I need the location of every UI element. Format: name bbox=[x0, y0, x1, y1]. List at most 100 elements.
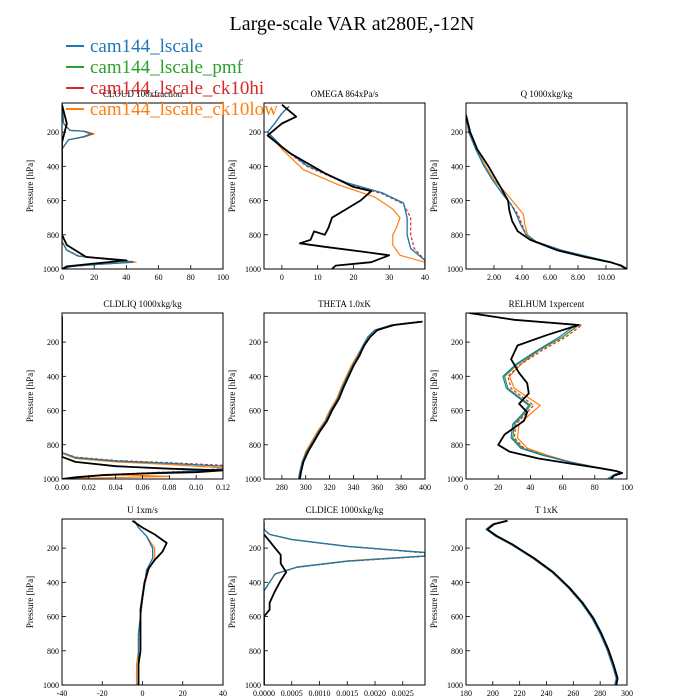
x-tick-label: 0.02 bbox=[82, 483, 96, 492]
panel-3: Q 1000xkg/kg Pressure [hPa] 200 400 600 800 10… bbox=[429, 89, 628, 282]
x-tick-label: 10 bbox=[314, 273, 322, 282]
series-line-cam144_lscale_ck10hi bbox=[264, 522, 425, 685]
x-tick-label: 0.06 bbox=[136, 483, 150, 492]
panel-title: OMEGA 864xPa/s bbox=[311, 89, 379, 99]
x-tick-label: -40 bbox=[57, 689, 68, 698]
x-tick-label: 0 bbox=[60, 273, 64, 282]
plot-frame bbox=[263, 518, 426, 686]
x-tick-label: 220 bbox=[514, 689, 526, 698]
y-tick-label: 600 bbox=[249, 613, 261, 622]
y-tick-label: 1000 bbox=[245, 475, 261, 484]
y-tick-label: 800 bbox=[47, 441, 59, 450]
x-tick-label: 80 bbox=[591, 483, 599, 492]
y-tick-label: 200 bbox=[249, 128, 261, 137]
legend-label: cam144_lscale_ck10low bbox=[90, 99, 278, 120]
x-tick-label: 40 bbox=[421, 273, 429, 282]
x-tick-label: 80 bbox=[187, 273, 195, 282]
y-tick-label: 200 bbox=[47, 338, 59, 347]
x-tick-label: 0.0005 bbox=[281, 689, 303, 698]
x-tick-label: 280 bbox=[594, 689, 606, 698]
series-line-black bbox=[298, 320, 423, 479]
series-line-cam144_lscale_ck10low bbox=[264, 522, 425, 685]
x-tick-label: 380 bbox=[395, 483, 407, 492]
y-tick-label: 800 bbox=[451, 441, 463, 450]
y-tick-label: 600 bbox=[249, 407, 261, 416]
plot-frame bbox=[465, 312, 628, 480]
y-axis-label: Pressure [hPa] bbox=[25, 370, 35, 422]
y-axis-label: Pressure [hPa] bbox=[25, 576, 35, 628]
series-line-cam144_lscale_pmf bbox=[62, 104, 134, 269]
legend-item-cam144_lscale_ck10hi: cam144_lscale_ck10hi bbox=[66, 78, 264, 99]
x-tick-label: 0 bbox=[141, 689, 145, 698]
legend-item-cam144_lscale_pmf: cam144_lscale_pmf bbox=[66, 57, 244, 78]
panel-title: U 1xm/s bbox=[127, 505, 158, 515]
y-axis-label: Pressure [hPa] bbox=[429, 576, 439, 628]
series-line-cam144_lscale bbox=[267, 105, 425, 269]
y-tick-label: 1000 bbox=[43, 475, 59, 484]
x-tick-label: 0.12 bbox=[216, 483, 230, 492]
x-tick-label: 0.0015 bbox=[336, 689, 358, 698]
x-tick-label: 280 bbox=[276, 483, 288, 492]
y-tick-label: 1000 bbox=[447, 475, 463, 484]
x-tick-label: 8.00 bbox=[571, 273, 585, 282]
y-tick-label: 800 bbox=[249, 231, 261, 240]
series-line-cam144_lscale bbox=[264, 522, 425, 685]
series-line-cam144_lscale_ck10hi bbox=[62, 316, 223, 479]
x-tick-label: 240 bbox=[541, 689, 553, 698]
panel-title: CLDLIQ 1000xkg/kg bbox=[103, 299, 182, 309]
legend: cam144_lscalecam144_lscale_pmfcam144_lsc… bbox=[66, 36, 278, 120]
x-tick-label: 60 bbox=[155, 273, 163, 282]
y-tick-label: 400 bbox=[47, 162, 59, 171]
legend-item-cam144_lscale: cam144_lscale bbox=[66, 36, 203, 57]
x-tick-label: 0.0025 bbox=[392, 689, 414, 698]
series-line-cam144_lscale_ck10hi bbox=[62, 104, 135, 269]
y-tick-label: 1000 bbox=[245, 265, 261, 274]
y-tick-label: 600 bbox=[451, 613, 463, 622]
plot-frame bbox=[465, 102, 628, 270]
x-tick-label: 260 bbox=[567, 689, 579, 698]
y-tick-label: 400 bbox=[47, 372, 59, 381]
y-tick-label: 400 bbox=[451, 162, 463, 171]
y-tick-label: 200 bbox=[249, 338, 261, 347]
series-line-black bbox=[469, 313, 624, 479]
x-tick-label: 0 bbox=[280, 273, 284, 282]
y-tick-label: 1000 bbox=[43, 265, 59, 274]
x-tick-label: 0.04 bbox=[109, 483, 123, 492]
panel-8: CLDICE 1000xkg/kg Pressure [hPa] 200 400 600… bbox=[227, 505, 426, 698]
x-tick-label: 2.00 bbox=[487, 273, 501, 282]
x-tick-label: 20 bbox=[349, 273, 357, 282]
x-tick-label: 20 bbox=[90, 273, 98, 282]
x-tick-label: 0.0010 bbox=[309, 689, 331, 698]
y-axis-label: Pressure [hPa] bbox=[25, 160, 35, 212]
x-tick-label: 20 bbox=[494, 483, 502, 492]
x-tick-label: 30 bbox=[385, 273, 393, 282]
y-tick-label: 200 bbox=[451, 338, 463, 347]
x-tick-label: 400 bbox=[419, 483, 431, 492]
legend-item-cam144_lscale_ck10low: cam144_lscale_ck10low bbox=[66, 99, 278, 120]
y-axis-label: Pressure [hPa] bbox=[227, 370, 237, 422]
series-line-cam144_lscale_ck10hi bbox=[485, 520, 617, 685]
x-tick-label: 0.0020 bbox=[364, 689, 386, 698]
y-tick-label: 1000 bbox=[447, 681, 463, 690]
y-tick-label: 1000 bbox=[245, 681, 261, 690]
y-tick-label: 800 bbox=[451, 231, 463, 240]
series-line-cam144_lscale bbox=[62, 316, 223, 479]
x-tick-label: 300 bbox=[621, 689, 633, 698]
series-line-cam144_lscale_ck10hi bbox=[298, 321, 421, 479]
y-tick-label: 800 bbox=[249, 647, 261, 656]
x-tick-label: 100 bbox=[217, 273, 229, 282]
y-tick-label: 200 bbox=[451, 544, 463, 553]
series-line-cam144_lscale bbox=[62, 104, 134, 269]
y-tick-label: 600 bbox=[47, 407, 59, 416]
y-tick-label: 600 bbox=[47, 613, 59, 622]
x-tick-label: 60 bbox=[559, 483, 567, 492]
y-axis-label: Pressure [hPa] bbox=[429, 160, 439, 212]
plot-frame bbox=[465, 518, 628, 686]
y-tick-label: 800 bbox=[249, 441, 261, 450]
panel-title: Q 1000xkg/kg bbox=[521, 89, 573, 99]
y-tick-label: 600 bbox=[47, 197, 59, 206]
y-axis-label: Pressure [hPa] bbox=[429, 370, 439, 422]
